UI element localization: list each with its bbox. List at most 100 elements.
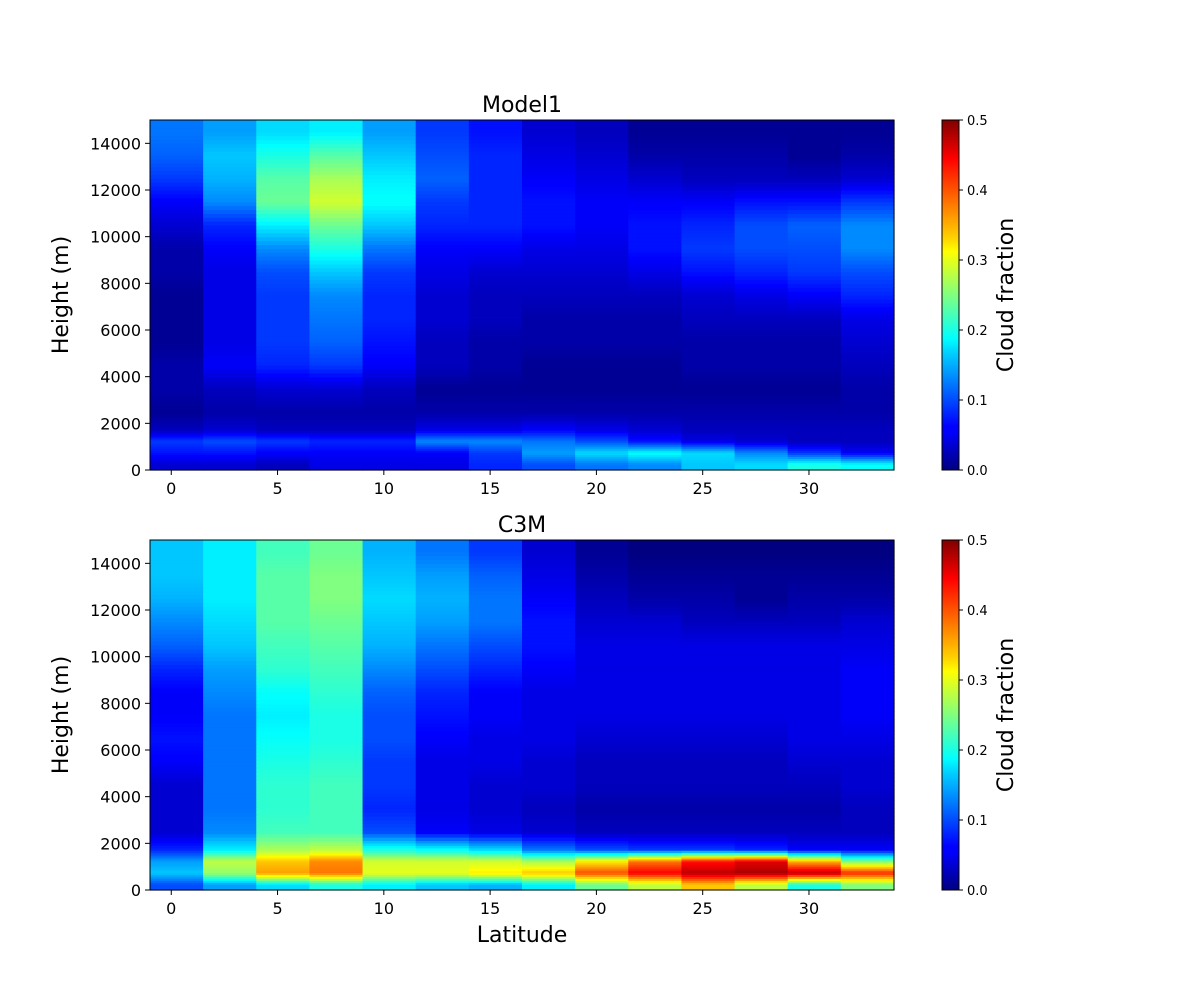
heatmap-cell bbox=[150, 617, 204, 623]
heatmap-cell bbox=[575, 878, 629, 881]
colorbar bbox=[941, 539, 960, 891]
heatmap-cell bbox=[203, 271, 257, 277]
heatmap-cell bbox=[203, 742, 257, 747]
heatmap-cell bbox=[150, 244, 204, 249]
heatmap-cell bbox=[309, 432, 364, 436]
heatmap-cell bbox=[522, 271, 576, 277]
heatmap-cell bbox=[362, 186, 417, 191]
heatmap-cell bbox=[309, 874, 364, 877]
heatmap-cell bbox=[734, 864, 789, 868]
heatmap-cell bbox=[840, 438, 895, 442]
heatmap-cell bbox=[681, 460, 736, 463]
heatmap-cell bbox=[628, 652, 683, 658]
heatmap-cell bbox=[362, 333, 417, 339]
heatmap-cell bbox=[575, 691, 629, 697]
heatmap-cell bbox=[309, 388, 364, 393]
heatmap-cell bbox=[362, 872, 417, 876]
heatmap-cell bbox=[309, 213, 364, 218]
heatmap-cell bbox=[522, 703, 576, 708]
colorbar-tick-label: 0.1 bbox=[967, 394, 988, 409]
heatmap-cell bbox=[309, 571, 364, 576]
heatmap-cell bbox=[415, 761, 470, 767]
heatmap-cell bbox=[203, 582, 257, 588]
heatmap-cell bbox=[415, 567, 470, 572]
heatmap-cell bbox=[256, 306, 311, 312]
heatmap-cell bbox=[362, 147, 417, 152]
heatmap-cell bbox=[734, 598, 789, 603]
heatmap-cell bbox=[734, 205, 789, 211]
heatmap-cell bbox=[362, 365, 417, 370]
heatmap-cell bbox=[362, 310, 417, 316]
heatmap-cell bbox=[468, 668, 523, 673]
heatmap-cell bbox=[787, 543, 842, 549]
heatmap-cell bbox=[522, 295, 576, 300]
heatmap-cell bbox=[256, 547, 311, 553]
heatmap-cell bbox=[628, 769, 683, 774]
heatmap-cell bbox=[840, 388, 895, 393]
heatmap-cell bbox=[575, 886, 629, 889]
heatmap-cell bbox=[681, 302, 736, 308]
heatmap-cell bbox=[256, 888, 311, 891]
heatmap-cell bbox=[150, 571, 204, 576]
heatmap-cell bbox=[468, 610, 523, 615]
heatmap-cell bbox=[150, 182, 204, 187]
heatmap-cell bbox=[575, 625, 629, 631]
heatmap-cell bbox=[468, 680, 523, 685]
heatmap-cell bbox=[628, 178, 683, 183]
heatmap-cell bbox=[628, 442, 683, 446]
heatmap-cell bbox=[575, 888, 629, 891]
heatmap-cell bbox=[309, 602, 364, 607]
heatmap-cell bbox=[256, 833, 311, 838]
heatmap-cell bbox=[309, 860, 364, 864]
heatmap-cell bbox=[628, 337, 683, 343]
heatmap-cell bbox=[415, 830, 470, 835]
heatmap-cell bbox=[840, 547, 895, 553]
heatmap-cell bbox=[522, 456, 576, 459]
heatmap-cell bbox=[840, 131, 895, 137]
heatmap-cell bbox=[787, 361, 842, 366]
heatmap-cell bbox=[468, 860, 523, 864]
heatmap-cell bbox=[256, 757, 311, 763]
heatmap-cell bbox=[362, 800, 417, 806]
heatmap-cell bbox=[150, 456, 204, 459]
heatmap-cell bbox=[362, 808, 417, 813]
heatmap-cell bbox=[575, 648, 629, 654]
heatmap-cell bbox=[415, 842, 470, 846]
heatmap-cell bbox=[575, 874, 629, 877]
heatmap-cell bbox=[734, 291, 789, 296]
heatmap-cell bbox=[840, 345, 895, 351]
heatmap-cell bbox=[787, 425, 842, 429]
heatmap-cell bbox=[840, 244, 895, 249]
heatmap-cell bbox=[787, 310, 842, 316]
heatmap-cell bbox=[575, 613, 629, 619]
heatmap-cell bbox=[468, 850, 523, 854]
heatmap-cell bbox=[468, 543, 523, 549]
heatmap-cell bbox=[150, 660, 204, 666]
heatmap-cell bbox=[203, 683, 257, 689]
heatmap-cell bbox=[522, 769, 576, 774]
heatmap-cell bbox=[575, 287, 629, 292]
colorbar-ticks: 0.00.10.20.30.40.5 bbox=[959, 114, 988, 479]
heatmap-cell bbox=[734, 707, 789, 712]
heatmap-cell bbox=[522, 695, 576, 701]
heatmap-cell bbox=[522, 444, 576, 448]
heatmap-cell bbox=[522, 446, 576, 450]
heatmap-cell bbox=[468, 598, 523, 603]
heatmap-cell bbox=[468, 158, 523, 164]
heatmap-cell bbox=[256, 571, 311, 576]
heatmap-cell bbox=[787, 872, 842, 876]
heatmap-cell bbox=[575, 267, 629, 273]
heatmap-cell bbox=[415, 641, 470, 646]
heatmap-cell bbox=[681, 625, 736, 631]
heatmap-cell bbox=[468, 155, 523, 160]
heatmap-cell bbox=[787, 205, 842, 211]
heatmap-cell bbox=[415, 860, 470, 864]
heatmap-cell bbox=[734, 858, 789, 862]
heatmap-cell bbox=[415, 788, 470, 794]
heatmap-cell bbox=[150, 652, 204, 658]
heatmap-cell bbox=[256, 866, 311, 870]
heatmap-cell bbox=[734, 882, 789, 885]
heatmap-cell bbox=[362, 833, 417, 838]
heatmap-cell bbox=[309, 178, 364, 183]
heatmap-cell bbox=[734, 440, 789, 444]
